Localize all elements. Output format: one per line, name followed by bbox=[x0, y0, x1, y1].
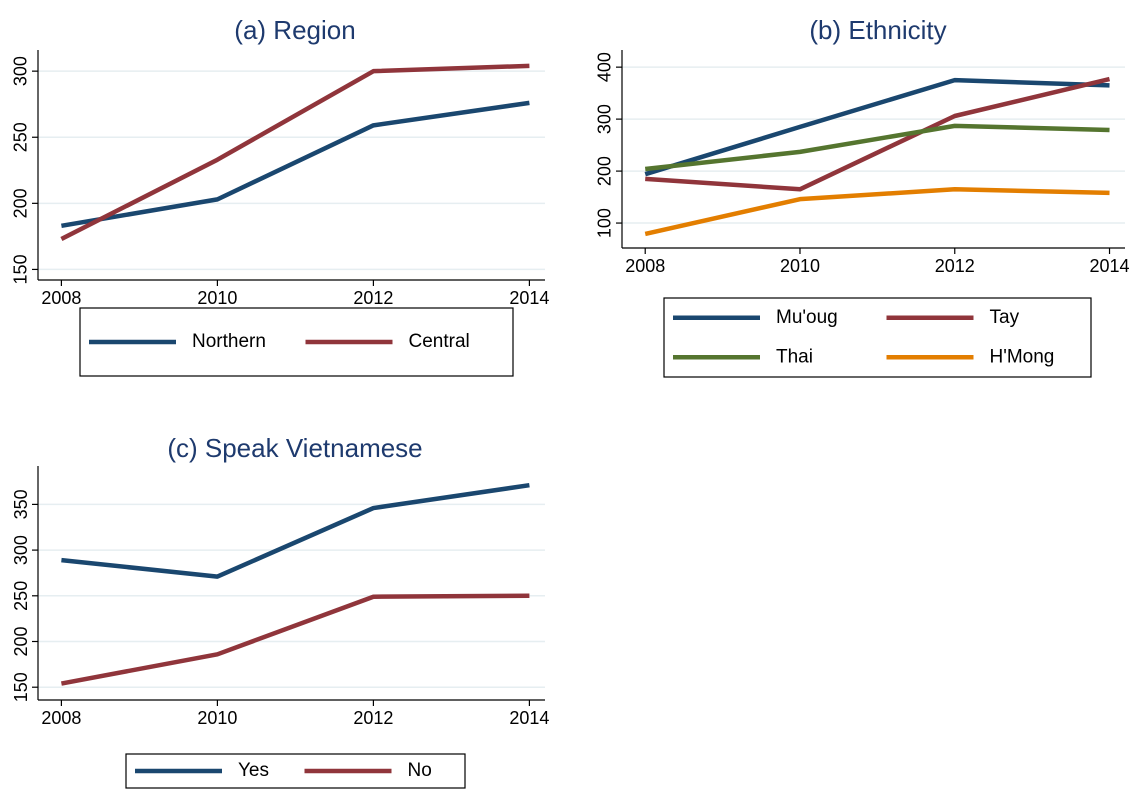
x-tick-label: 2008 bbox=[41, 708, 81, 728]
series-line bbox=[61, 482, 530, 579]
x-tick-label: 2008 bbox=[41, 288, 81, 308]
legend-label: Thai bbox=[776, 346, 813, 367]
y-tick-label: 350 bbox=[11, 489, 31, 519]
series-line bbox=[61, 100, 530, 229]
series-line bbox=[644, 187, 1110, 237]
y-tick-label: 400 bbox=[595, 52, 615, 82]
legend-label: H'Mong bbox=[990, 346, 1055, 367]
y-tick-label: 300 bbox=[11, 56, 31, 86]
legend-label: Central bbox=[409, 331, 470, 352]
panel: (a) Region 150 200 250 300 2008 2010 2012 2014 No… bbox=[11, 15, 549, 377]
y-tick-label: 300 bbox=[595, 104, 615, 134]
legend-label: Mu'oug bbox=[776, 307, 838, 328]
x-tick-label: 2012 bbox=[935, 256, 975, 276]
legend-box bbox=[663, 297, 1092, 378]
x-tick-label: 2012 bbox=[353, 708, 393, 728]
y-tick-label: 150 bbox=[11, 254, 31, 284]
x-tick-label: 2012 bbox=[353, 288, 393, 308]
x-tick-label: 2010 bbox=[197, 708, 237, 728]
legend-label: Yes bbox=[238, 760, 269, 781]
series-line bbox=[644, 77, 1110, 177]
y-tick-label: 150 bbox=[11, 672, 31, 702]
x-tick-label: 2008 bbox=[625, 256, 665, 276]
chart-title: (c) Speak Vietnamese bbox=[167, 433, 422, 463]
panel: (b) Ethnicity 100 200 300 400 2008 2010 2012 201… bbox=[595, 15, 1130, 378]
legend-label: No bbox=[408, 760, 432, 781]
legend-label: Northern bbox=[192, 331, 266, 352]
y-tick-label: 250 bbox=[11, 122, 31, 152]
y-tick-label: 300 bbox=[11, 535, 31, 565]
panel: (c) Speak Vietnamese 150 200 250 300 350 2008 2… bbox=[11, 433, 549, 789]
y-tick-label: 200 bbox=[11, 188, 31, 218]
x-tick-label: 2014 bbox=[1089, 256, 1129, 276]
series-line bbox=[60, 63, 530, 242]
legend-label: Tay bbox=[990, 307, 1020, 328]
x-tick-label: 2010 bbox=[780, 256, 820, 276]
chart-title: (b) Ethnicity bbox=[809, 15, 946, 45]
chart-title: (a) Region bbox=[234, 15, 355, 45]
x-tick-label: 2014 bbox=[509, 708, 549, 728]
y-tick-label: 100 bbox=[595, 208, 615, 238]
series-line bbox=[60, 593, 530, 686]
x-tick-label: 2014 bbox=[509, 288, 549, 308]
y-tick-label: 200 bbox=[11, 626, 31, 656]
series-line bbox=[645, 76, 1111, 192]
y-tick-label: 200 bbox=[595, 156, 615, 186]
series-line bbox=[644, 123, 1110, 172]
y-tick-label: 250 bbox=[11, 581, 31, 611]
x-tick-label: 2010 bbox=[197, 288, 237, 308]
